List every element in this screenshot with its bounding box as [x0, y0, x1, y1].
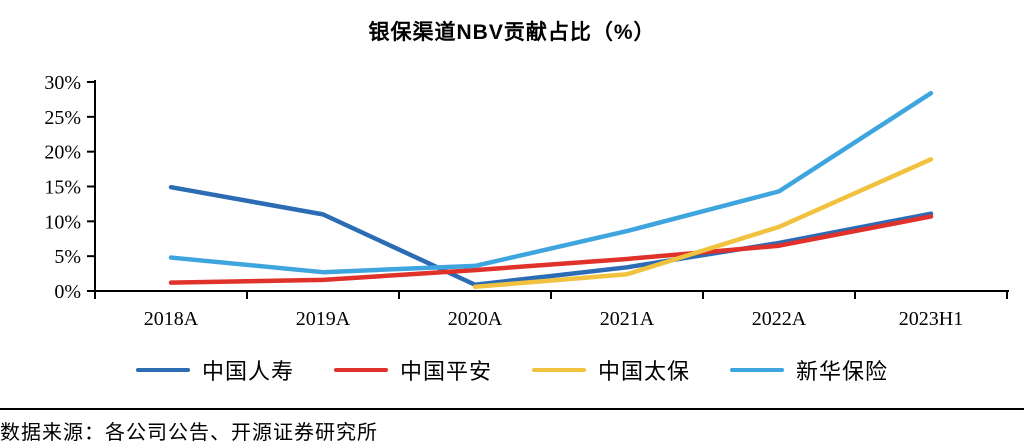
y-tick-label: 30% — [44, 72, 81, 94]
legend-item-china-life: 中国人寿 — [135, 354, 294, 386]
y-tick-label: 15% — [44, 177, 81, 199]
legend-label: 新华保险 — [796, 359, 889, 384]
y-tick-label: 10% — [44, 211, 81, 233]
y-tick-label: 25% — [44, 107, 81, 129]
y-tick-label: 5% — [54, 246, 81, 268]
legend-label: 中国平安 — [399, 359, 492, 384]
x-tick-label: 2020A — [448, 308, 503, 330]
legend-item-nci: 新华保险 — [730, 354, 888, 386]
source-note: 数据来源：各公司公告、开源证券研究所 — [0, 422, 378, 444]
series-line — [168, 184, 934, 287]
legend-label: 中国人寿 — [201, 359, 294, 384]
y-tick-label: 0% — [54, 281, 81, 303]
legend-line-swatch — [730, 368, 785, 372]
y-tick-label: 20% — [44, 142, 81, 164]
x-tick-label: 2021A — [600, 308, 655, 330]
legend-item-cpic: 中国太保 — [532, 354, 690, 386]
series-line — [472, 157, 934, 290]
x-tick-label: 2018A — [144, 308, 199, 330]
legend-label: 中国太保 — [598, 359, 691, 384]
chart-title: 银保渠道NBV贡献占比（%） — [368, 21, 656, 44]
series-line — [168, 90, 934, 275]
legend-line-swatch — [135, 368, 190, 372]
source-divider — [0, 408, 1024, 410]
x-tick-label: 2023H1 — [899, 308, 963, 330]
legend-item-ping-an: 中国平安 — [333, 354, 492, 386]
legend-line-swatch — [532, 368, 586, 372]
x-tick-label: 2022A — [752, 308, 807, 330]
x-tick-label: 2019A — [296, 308, 351, 330]
legend-line-swatch — [333, 368, 388, 372]
line-chart-plot: 0% 5% 10% 15% 20% 25% 30% 2018A 2019A 2020A 2021A 2… — [44, 72, 1009, 330]
chart-legend: 中国人寿 中国平安 中国太保 新华保险 — [0, 352, 1024, 388]
series-line — [168, 214, 934, 285]
